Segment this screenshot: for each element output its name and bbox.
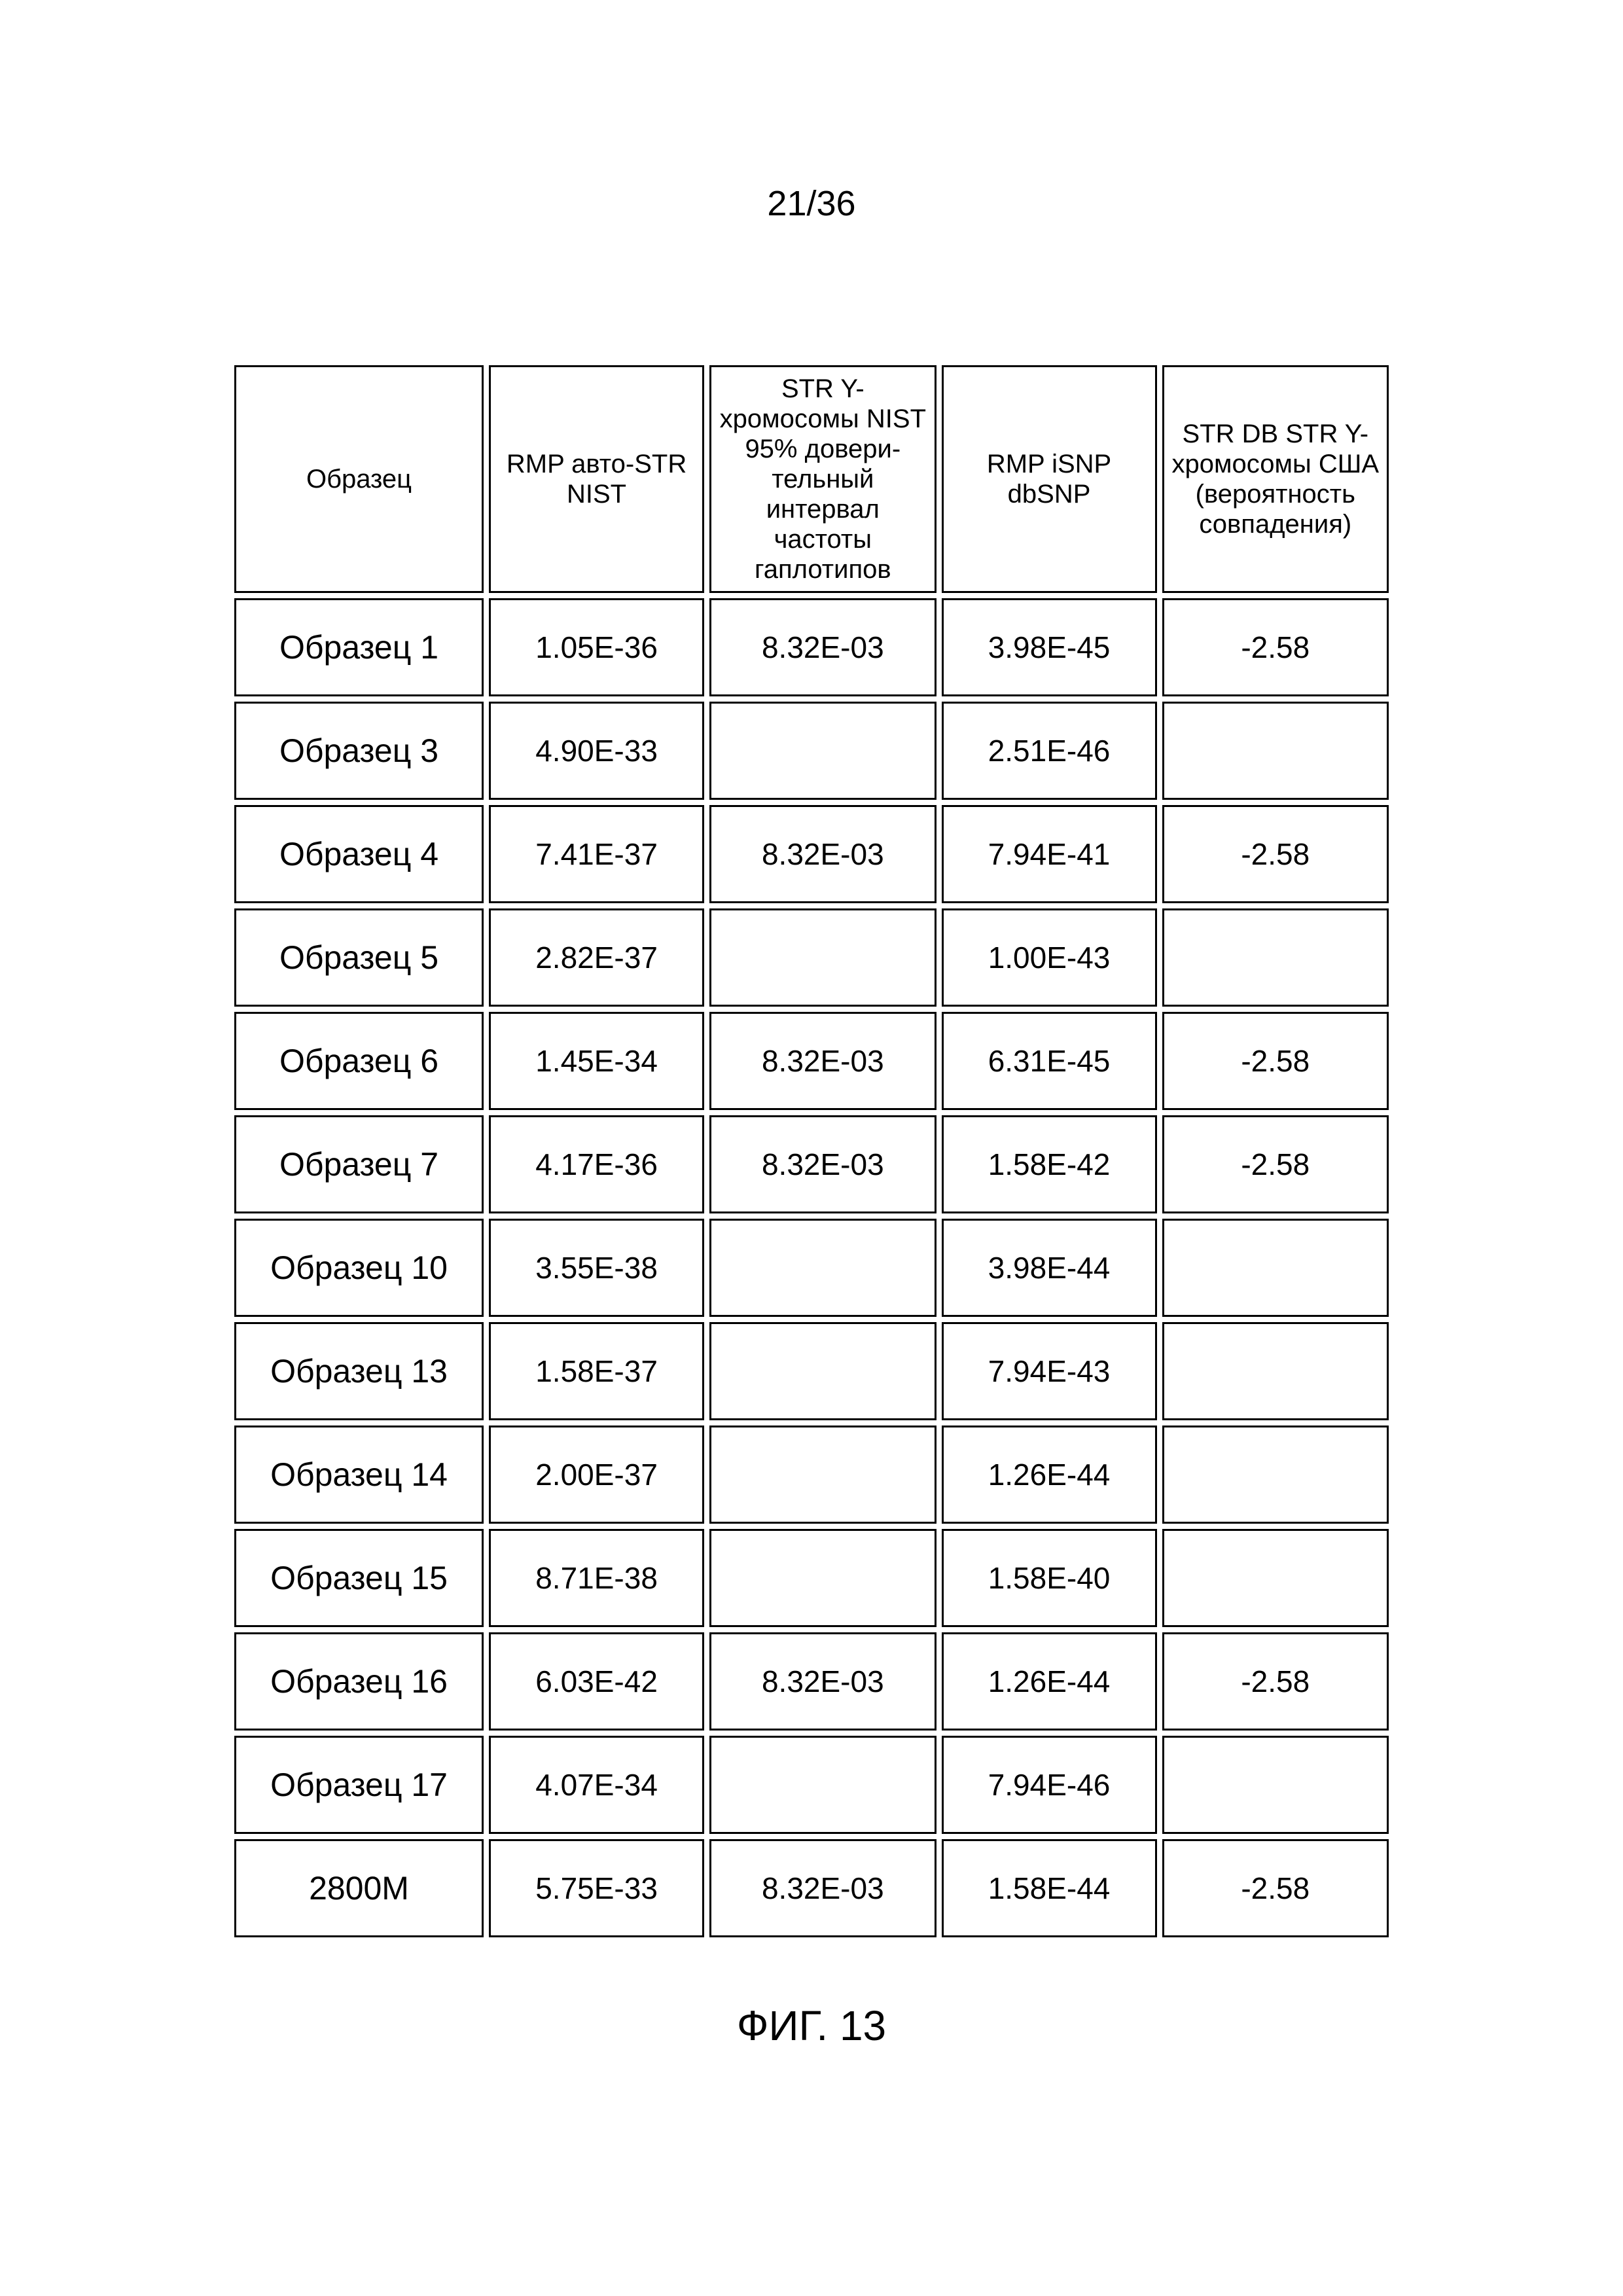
cell-value: 1.58E-42: [942, 1115, 1157, 1213]
cell-value: 3.55E-38: [489, 1219, 704, 1317]
col-header-str-db-usa: STR DB STR Y-хромосомы США (вероятность …: [1162, 365, 1389, 593]
cell-value: 1.00E-43: [942, 908, 1157, 1007]
table-row: Образец 3 4.90E-33 2.51E-46: [234, 702, 1389, 800]
cell-value: [1162, 1736, 1389, 1834]
cell-sample: Образец 3: [234, 702, 484, 800]
table-row: 2800M 5.75E-33 8.32E-03 1.58E-44 -2.58: [234, 1839, 1389, 1937]
cell-value: 8.32E-03: [709, 1839, 936, 1937]
cell-sample: Образец 17: [234, 1736, 484, 1834]
cell-value: 8.32E-03: [709, 1012, 936, 1110]
cell-sample: Образец 14: [234, 1426, 484, 1524]
col-header-rmp-isnp: RMP iSNP dbSNP: [942, 365, 1157, 593]
cell-value: [709, 908, 936, 1007]
cell-value: 7.41E-37: [489, 805, 704, 903]
cell-value: 4.17E-36: [489, 1115, 704, 1213]
cell-value: 6.03E-42: [489, 1632, 704, 1731]
table-row: Образец 1 1.05E-36 8.32E-03 3.98E-45 -2.…: [234, 598, 1389, 696]
col-header-rmp-auto-str: RMP авто-STR NIST: [489, 365, 704, 593]
cell-value: -2.58: [1162, 805, 1389, 903]
cell-value: 8.71E-38: [489, 1529, 704, 1627]
cell-value: 4.07E-34: [489, 1736, 704, 1834]
cell-value: [709, 1736, 936, 1834]
cell-value: [1162, 1322, 1389, 1420]
cell-value: [709, 1529, 936, 1627]
cell-sample: Образец 15: [234, 1529, 484, 1627]
table-row: Образец 7 4.17E-36 8.32E-03 1.58E-42 -2.…: [234, 1115, 1389, 1213]
cell-value: -2.58: [1162, 1115, 1389, 1213]
cell-value: [1162, 908, 1389, 1007]
cell-value: 1.05E-36: [489, 598, 704, 696]
cell-value: 1.58E-40: [942, 1529, 1157, 1627]
cell-value: 1.58E-37: [489, 1322, 704, 1420]
cell-sample: Образец 16: [234, 1632, 484, 1731]
table-row: Образец 15 8.71E-38 1.58E-40: [234, 1529, 1389, 1627]
cell-value: 2.00E-37: [489, 1426, 704, 1524]
cell-value: 3.98E-45: [942, 598, 1157, 696]
table-body: Образец 1 1.05E-36 8.32E-03 3.98E-45 -2.…: [234, 598, 1389, 1937]
cell-sample: Образец 7: [234, 1115, 484, 1213]
cell-value: [709, 1322, 936, 1420]
cell-value: -2.58: [1162, 598, 1389, 696]
cell-value: 8.32E-03: [709, 598, 936, 696]
cell-value: [709, 1426, 936, 1524]
cell-value: 1.58E-44: [942, 1839, 1157, 1937]
cell-value: 7.94E-43: [942, 1322, 1157, 1420]
cell-value: 6.31E-45: [942, 1012, 1157, 1110]
cell-value: 8.32E-03: [709, 1115, 936, 1213]
table-row: Образец 14 2.00E-37 1.26E-44: [234, 1426, 1389, 1524]
cell-value: [1162, 1219, 1389, 1317]
cell-sample: Образец 1: [234, 598, 484, 696]
cell-value: [1162, 702, 1389, 800]
table-row: Образец 17 4.07E-34 7.94E-46: [234, 1736, 1389, 1834]
cell-sample: Образец 6: [234, 1012, 484, 1110]
col-header-str-y-nist: STR Y-хромосомы NIST 95% довери­тельный …: [709, 365, 936, 593]
table-row: Образец 6 1.45E-34 8.32E-03 6.31E-45 -2.…: [234, 1012, 1389, 1110]
data-table: Образец RMP авто-STR NIST STR Y-хромосом…: [229, 360, 1394, 1943]
cell-sample: Образец 5: [234, 908, 484, 1007]
cell-sample: Образец 13: [234, 1322, 484, 1420]
cell-sample: Образец 10: [234, 1219, 484, 1317]
cell-value: 1.26E-44: [942, 1426, 1157, 1524]
cell-sample: Образец 4: [234, 805, 484, 903]
cell-value: -2.58: [1162, 1839, 1389, 1937]
cell-value: [709, 1219, 936, 1317]
cell-value: 3.98E-44: [942, 1219, 1157, 1317]
cell-value: 8.32E-03: [709, 805, 936, 903]
table-row: Образец 5 2.82E-37 1.00E-43: [234, 908, 1389, 1007]
table-row: Образец 10 3.55E-38 3.98E-44: [234, 1219, 1389, 1317]
cell-value: -2.58: [1162, 1012, 1389, 1110]
figure-caption: ФИГ. 13: [229, 2001, 1394, 2050]
cell-value: -2.58: [1162, 1632, 1389, 1731]
page-number: 21/36: [767, 183, 855, 224]
data-table-wrapper: Образец RMP авто-STR NIST STR Y-хромосом…: [229, 360, 1394, 2050]
table-row: Образец 13 1.58E-37 7.94E-43: [234, 1322, 1389, 1420]
cell-value: 2.51E-46: [942, 702, 1157, 800]
cell-value: [1162, 1529, 1389, 1627]
cell-value: 5.75E-33: [489, 1839, 704, 1937]
cell-value: 1.45E-34: [489, 1012, 704, 1110]
cell-value: [1162, 1426, 1389, 1524]
cell-sample: 2800M: [234, 1839, 484, 1937]
col-header-sample: Образец: [234, 365, 484, 593]
table-row: Образец 16 6.03E-42 8.32E-03 1.26E-44 -2…: [234, 1632, 1389, 1731]
cell-value: 4.90E-33: [489, 702, 704, 800]
table-header-row: Образец RMP авто-STR NIST STR Y-хромосом…: [234, 365, 1389, 593]
table-row: Образец 4 7.41E-37 8.32E-03 7.94E-41 -2.…: [234, 805, 1389, 903]
cell-value: 7.94E-41: [942, 805, 1157, 903]
cell-value: 2.82E-37: [489, 908, 704, 1007]
cell-value: 1.26E-44: [942, 1632, 1157, 1731]
cell-value: [709, 702, 936, 800]
cell-value: 8.32E-03: [709, 1632, 936, 1731]
cell-value: 7.94E-46: [942, 1736, 1157, 1834]
